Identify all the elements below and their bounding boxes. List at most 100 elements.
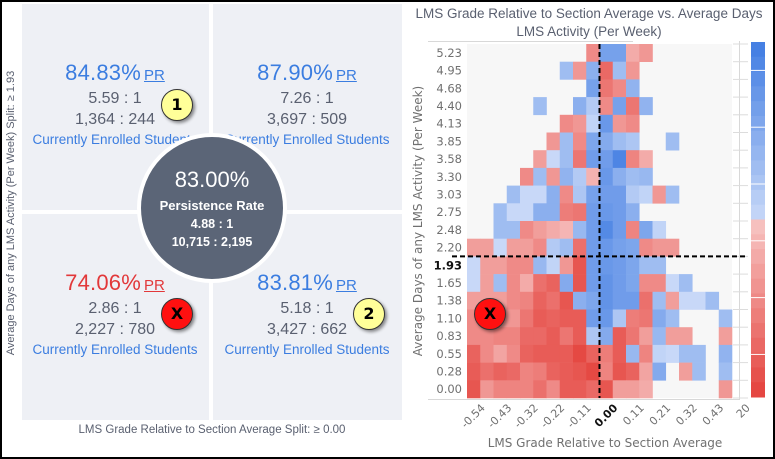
stat-top-right: 87.90% PR 7.26 : 1 3,697 : 509 Currently … (207, 60, 407, 147)
heatmap-cell (639, 327, 653, 346)
persistence-pct: 84.83% (65, 60, 141, 85)
heatmap-cell (599, 185, 614, 204)
heatmap-cell (546, 291, 561, 310)
pr-link[interactable]: PR (335, 67, 357, 84)
heatmap-cell (586, 362, 600, 381)
heatmap-cell (586, 132, 600, 151)
enrolled-students-link[interactable]: Currently Enrolled Students (224, 132, 390, 147)
heatmap-cell (506, 274, 521, 293)
heatmap-cell (506, 203, 521, 222)
heatmap-cell (599, 97, 614, 116)
ratio: 7.26 : 1 (280, 90, 334, 107)
heatmap-cell (520, 291, 534, 310)
heatmap-cell (546, 150, 561, 169)
heatmap-cell (665, 238, 680, 257)
y-tick-label: 4.68 (436, 81, 462, 95)
y-tick-label: 2.75 (436, 205, 462, 219)
heatmap-cell (573, 114, 587, 133)
heatmap-cell (652, 185, 667, 204)
heatmap-cell (599, 344, 614, 363)
heatmap-cell (533, 167, 547, 186)
heatmap-cell (520, 203, 534, 222)
heatmap-cell (599, 256, 614, 275)
heatmap-cell (573, 167, 587, 186)
heatmap-cell (493, 256, 508, 275)
colorbar-segment (751, 234, 765, 250)
heatmap-cell (612, 132, 627, 151)
heatmap-cell (639, 167, 653, 186)
colorbar-segment (751, 56, 765, 73)
heatmap-cell (559, 256, 574, 275)
heatmap-cell (533, 274, 547, 293)
enrolled-students-link[interactable]: Currently Enrolled Students (32, 132, 198, 147)
heatmap-cell (626, 362, 640, 381)
x-tick-label: -0.11 (565, 402, 594, 431)
annotation-badge-x-quadrant: X (161, 298, 193, 330)
pr-link[interactable]: PR (143, 277, 165, 294)
colorbar-segment (751, 219, 765, 235)
heatmap-cell (559, 203, 574, 222)
heatmap-cell (586, 256, 600, 275)
heatmap-cell (533, 291, 547, 310)
heatmap-cell (467, 362, 481, 381)
persistence-pct: 87.90% (257, 60, 333, 85)
heatmap-cell (533, 185, 547, 204)
y-tick-label: 3.58 (436, 152, 462, 166)
colorbar-segment (751, 175, 765, 191)
heatmap-cell (559, 327, 574, 346)
heatmap-cell (520, 274, 534, 293)
heatmap-cell (626, 309, 640, 328)
y-tick-label: 0.83 (436, 329, 462, 343)
colorbar-segment (751, 115, 765, 132)
x-tick-label: -0.43 (485, 402, 514, 431)
heatmap-cell (612, 114, 627, 133)
heatmap-cell (506, 362, 521, 381)
colorbar-segment (751, 263, 765, 280)
heatmap-cell (559, 274, 574, 293)
heatmap-cell (506, 256, 521, 275)
heatmap-cell (599, 132, 614, 151)
heatmap-cell (639, 274, 653, 293)
y-tick-label: 1.93 (434, 258, 462, 272)
heatmap-cell (493, 344, 508, 363)
heatmap-cell (626, 150, 640, 169)
enrolled-students-link[interactable]: Currently Enrolled Students (224, 342, 390, 357)
heatmap-cell (559, 380, 574, 399)
pr-link[interactable]: PR (335, 277, 357, 294)
y-tick-label: 3.03 (436, 187, 462, 201)
heatmap-cell (520, 309, 534, 328)
chart-title: LMS Grade Relative to Section Average vs… (415, 6, 763, 39)
enrolled-students-link[interactable]: Currently Enrolled Students (32, 342, 198, 357)
heatmap-cell (480, 238, 494, 257)
heatmap-cell (665, 274, 680, 293)
heatmap-cell (573, 150, 587, 169)
heatmap-cell (559, 221, 574, 239)
heatmap-cell (533, 238, 547, 257)
x-tick-label: 0.21 (647, 402, 674, 429)
heatmap-cell (586, 114, 600, 133)
heatmap-cell (652, 256, 667, 275)
heatmap-cell (586, 44, 600, 62)
heatmap-cell (533, 362, 547, 381)
colorbar-segment (751, 367, 765, 383)
heatmap-cell (506, 344, 521, 363)
y-tick-label: 5.23 (436, 46, 462, 60)
heatmap-cell (705, 291, 720, 310)
y-tick-label: 1.38 (436, 294, 462, 308)
heatmap-cell (586, 185, 600, 204)
heatmap-cell (599, 309, 614, 328)
heatmap-cell (573, 327, 587, 346)
colorbar-segment (751, 130, 765, 147)
heatmap-cell (559, 61, 574, 80)
heatmap-cell (506, 309, 521, 328)
heatmap-cell (626, 114, 640, 133)
heatmap-cell (639, 380, 653, 399)
pr-link[interactable]: PR (143, 67, 165, 84)
heatmap-cell (533, 380, 547, 399)
heatmap-cell (506, 380, 521, 399)
heatmap-cell (493, 203, 508, 222)
overall-persistence-circle: 83.00% Persistence Rate 4.88 : 1 10,715 … (137, 133, 287, 283)
heatmap-cell (559, 185, 574, 204)
heatmap-cell (612, 97, 627, 116)
